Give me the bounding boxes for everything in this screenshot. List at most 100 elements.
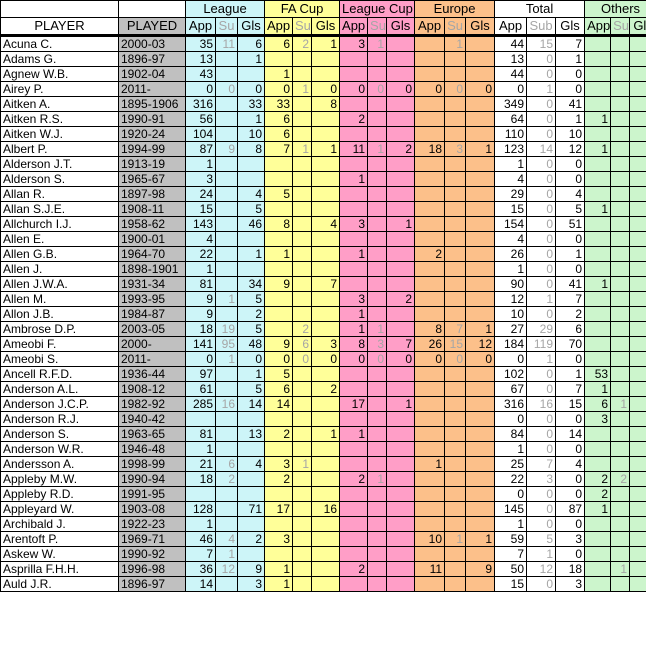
cell-fa-cup-sub [292,246,313,262]
cell-europe-sub [444,246,467,262]
cell-player-name: Anderson A.L. [0,381,119,397]
cell-league-sub [215,486,238,502]
cell-fa-cup-gls [311,66,341,82]
cell-league-cup-gls: 0 [386,81,416,97]
cell-fa-cup-gls: 0 [311,81,341,97]
cell-fa-cup-app: 3 [264,456,294,472]
cell-years-played: 1902-04 [118,66,186,82]
cell-europe-sub [444,411,467,427]
cell-fa-cup-gls [311,51,341,67]
cell-fa-cup-gls [311,111,341,127]
cell-league-cup-gls [386,561,416,577]
cell-league-cup-gls [386,456,416,472]
cell-europe-app [414,381,446,397]
cell-total-sub: 0 [526,231,557,247]
cell-others-gls [629,35,646,52]
cell-player-name: Asprilla F.H.H. [0,561,119,577]
cell-total-app: 1 [494,441,528,457]
cell-years-played: 1993-95 [118,291,186,307]
cell-league-cup-gls: 1 [386,216,416,232]
cell-league-cup-app [339,531,369,547]
cell-league-cup-app: 1 [339,171,369,187]
cell-league-cup-app [339,201,369,217]
cell-others-sub [610,126,631,142]
table-row: Albert P. 1994-99 87 9 8 7 1 1 11 1 2 18 3 1 123 14 12 1 [0,141,646,157]
table-row: Anderson J.C.P. 1982-92 285 16 14 14 17 1 316 16 1… [0,396,646,412]
cell-league-cup-gls [386,381,416,397]
cell-league-cup-app: 8 [339,336,369,352]
cell-league-gls [236,546,266,562]
cell-league-gls [236,231,266,247]
cell-europe-app [414,111,446,127]
cell-others-sub [610,291,631,307]
cell-player-name: Aitken W.J. [0,126,119,142]
table-row: Appleyard W.1903-0812871171614508711 [0,501,646,517]
cell-years-played: 1990-91 [118,111,186,127]
cell-total-app: 26 [494,246,528,262]
cell-fa-cup-gls [311,546,341,562]
cell-europe-sub [444,516,467,532]
cell-total-app: 7 [494,546,528,562]
cell-league-gls: 4 [236,456,266,472]
cell-others-app: 1 [584,276,612,292]
cell-league-cup-app [339,501,369,517]
cell-league-cup-sub: 0 [367,351,388,367]
cell-league-cup-app [339,366,369,382]
cell-years-played: 1900-01 [118,231,186,247]
cell-league-cup-gls [386,96,416,112]
cell-years-played: 1964-70 [118,246,186,262]
cell-player-name: Andersson A. [0,456,119,472]
cell-league-gls [236,156,266,172]
cell-league-cup-gls [386,411,416,427]
cell-fa-cup-gls: 3 [311,336,341,352]
cell-total-app: 102 [494,366,528,382]
group-total: Total [494,0,586,18]
cell-others-gls [629,516,646,532]
cell-fa-cup-sub [292,51,313,67]
cell-fa-cup-gls: 1 [311,141,341,157]
cell-europe-gls [465,171,496,187]
cell-player-name: Adams G. [0,51,119,67]
cell-league-sub [215,441,238,457]
cell-league-cup-gls [386,501,416,517]
cell-league-cup-sub [367,456,388,472]
cell-others-app [584,35,612,52]
header-total-app: App [494,17,528,37]
cell-years-played: 1998-99 [118,456,186,472]
cell-europe-gls [465,411,496,427]
cell-europe-sub [444,231,467,247]
cell-years-played: 1990-94 [118,471,186,487]
cell-league-cup-app: 2 [339,471,369,487]
cell-fa-cup-sub [292,441,313,457]
cell-total-app: 154 [494,216,528,232]
cell-years-played: 2003-05 [118,321,186,337]
cell-others-gls [629,561,646,577]
cell-europe-app [414,35,446,52]
cell-europe-gls [465,576,496,592]
cell-others-app [584,96,612,112]
cell-total-sub: 0 [526,156,557,172]
cell-league-cup-sub [367,186,388,202]
cell-fa-cup-sub [292,501,313,517]
cell-europe-gls [465,261,496,277]
cell-league-cup-sub [367,156,388,172]
cell-league-app: 9 [185,306,216,322]
cell-europe-sub [444,441,467,457]
cell-fa-cup-app: 33 [264,96,294,112]
cell-player-name: Allen M. [0,291,119,307]
cell-others-app: 1 [584,501,612,517]
cell-others-gls [629,336,646,352]
cell-league-sub [215,186,238,202]
cell-others-gls [629,261,646,277]
cell-league-sub [215,216,238,232]
cell-league-app: 22 [185,246,216,262]
cell-europe-sub [444,201,467,217]
cell-league-cup-gls [386,261,416,277]
cell-league-gls [236,411,266,427]
cell-total-app: 316 [494,396,528,412]
cell-league-cup-sub [367,396,388,412]
cell-years-played: 1940-42 [118,411,186,427]
cell-league-sub: 95 [215,336,238,352]
cell-europe-gls [465,156,496,172]
cell-europe-app: 10 [414,531,446,547]
